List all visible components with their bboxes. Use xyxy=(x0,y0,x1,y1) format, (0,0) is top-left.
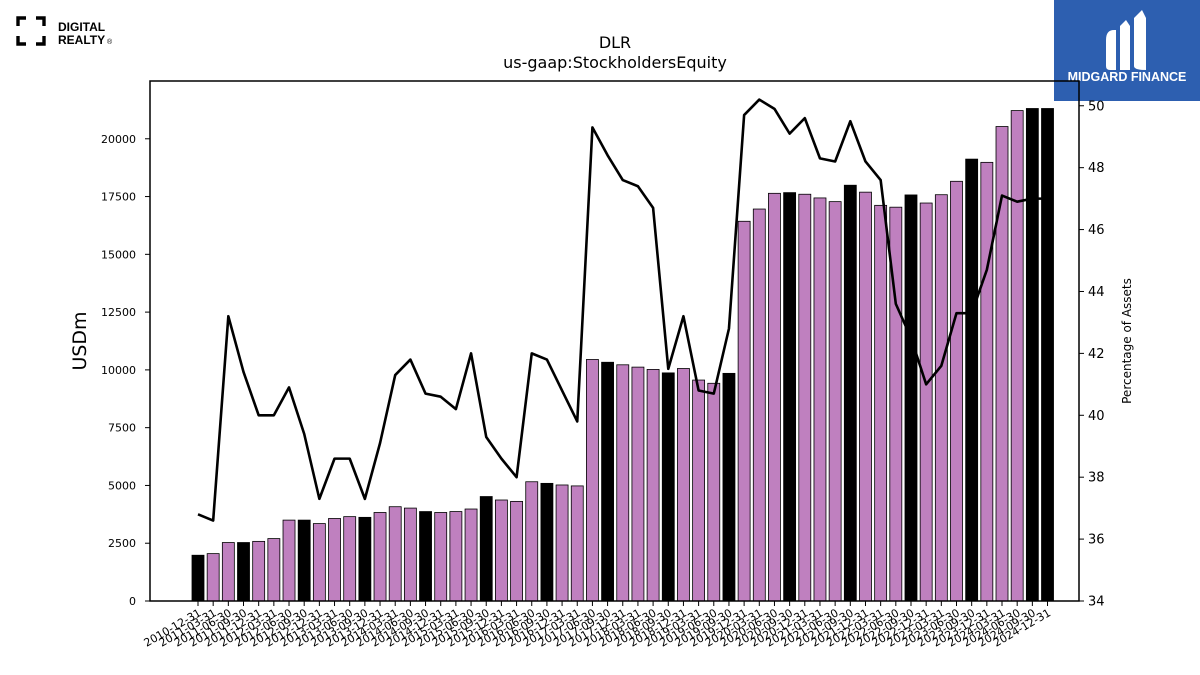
bar-2017-09-30 xyxy=(601,361,614,602)
brand-left-line1: DIGITAL xyxy=(58,20,105,34)
percentage-of-assets-line xyxy=(197,98,1048,522)
y2-tick-label: 44 xyxy=(1088,285,1105,300)
x-axis-ticks: 2010-12-312011-03-312011-06-302011-09-30… xyxy=(142,601,1053,650)
bar-2011-12-31 xyxy=(252,540,266,602)
brand-left-line2: REALTY xyxy=(58,33,105,47)
bar-2020-12-31 xyxy=(798,193,812,602)
bar-2019-06-30 xyxy=(707,382,721,602)
midgard-mark-icon xyxy=(1106,10,1146,70)
bar-2011-09-30 xyxy=(237,542,250,602)
bar-2019-12-31 xyxy=(737,220,751,602)
bar-2013-06-30 xyxy=(343,516,357,602)
bar-2014-06-30 xyxy=(403,507,417,602)
y2-tick-label: 36 xyxy=(1088,533,1105,548)
brand-left-trademark: ® xyxy=(107,38,113,46)
y-tick-label: 20000 xyxy=(101,133,136,146)
y2-tick-label: 42 xyxy=(1088,347,1105,362)
bar-2022-03-31 xyxy=(874,204,888,602)
y2-tick-label: 38 xyxy=(1088,471,1105,486)
bar-2017-03-31 xyxy=(570,485,584,602)
y2-tick-label: 40 xyxy=(1088,409,1105,424)
bar-2018-06-30 xyxy=(646,369,660,602)
y-tick-label: 0 xyxy=(129,595,136,608)
y2-tick-label: 34 xyxy=(1088,595,1105,610)
bar-2023-12-31 xyxy=(980,161,994,602)
y2-tick-label: 46 xyxy=(1088,223,1105,238)
digital-realty-mark-icon xyxy=(16,16,46,46)
bar-2018-03-31 xyxy=(631,366,645,602)
bar-2019-09-30 xyxy=(722,372,736,602)
bar-2015-09-30 xyxy=(479,496,493,602)
bar-2014-09-30 xyxy=(419,511,432,602)
bar-2023-06-30 xyxy=(950,180,963,602)
bar-2015-12-31 xyxy=(494,499,508,602)
bar-2012-09-30 xyxy=(297,519,311,602)
bar-2016-06-30 xyxy=(525,481,539,602)
bar-2010-12-31 xyxy=(191,554,205,602)
bar-2018-12-31 xyxy=(677,368,690,602)
bar-2015-06-30 xyxy=(464,508,478,602)
bar-2021-03-31 xyxy=(813,197,827,602)
y-axis-label: USDm xyxy=(69,311,91,370)
bar-2013-12-31 xyxy=(373,512,387,602)
bar-2011-03-31 xyxy=(206,553,220,602)
bar-series xyxy=(191,108,1054,602)
bar-2012-06-30 xyxy=(282,519,296,602)
bar-2021-09-30 xyxy=(843,184,857,602)
chart-title: DLR xyxy=(599,33,631,52)
bar-2017-12-31 xyxy=(616,364,630,602)
bar-2014-03-31 xyxy=(388,506,402,602)
line-series xyxy=(197,98,1048,522)
y-tick-label: 12500 xyxy=(101,306,136,319)
bar-2013-09-30 xyxy=(358,516,372,602)
bar-2023-09-30 xyxy=(965,158,979,602)
bar-2024-06-30 xyxy=(1010,110,1024,602)
bar-2020-03-31 xyxy=(752,208,766,602)
y-axis-ticks: 0 2500 5000 7500 10000 12500 15000 17500 20000 xyxy=(101,133,150,608)
y2-axis-label: Percentage of Assets xyxy=(1120,278,1134,404)
y2-axis-ticks: 34 36 38 40 42 44 46 48 50 xyxy=(1079,99,1105,610)
y-tick-label: 17500 xyxy=(101,191,136,204)
bar-2021-12-31 xyxy=(859,191,872,602)
y-tick-label: 5000 xyxy=(108,479,136,492)
bar-2016-03-31 xyxy=(510,500,523,602)
bar-2022-09-30 xyxy=(904,194,918,602)
bar-2012-12-31 xyxy=(312,523,326,602)
bar-2019-03-31 xyxy=(692,379,706,602)
bar-2018-09-30 xyxy=(661,372,675,602)
brand-right-name: MIDGARD FINANCE xyxy=(1068,70,1187,84)
bar-2014-12-31 xyxy=(434,512,448,602)
chart-subtitle: us-gaap:StockholdersEquity xyxy=(503,53,727,72)
y-tick-label: 2500 xyxy=(108,537,136,550)
y-tick-label: 15000 xyxy=(101,248,136,261)
bar-2016-12-31 xyxy=(555,484,569,602)
bar-2020-09-30 xyxy=(783,192,797,602)
bar-2021-06-30 xyxy=(828,201,842,602)
bar-2013-03-31 xyxy=(328,518,341,602)
y2-tick-label: 50 xyxy=(1088,99,1105,114)
bar-2020-06-30 xyxy=(768,192,781,602)
y-tick-label: 10000 xyxy=(101,364,136,377)
bar-2017-06-30 xyxy=(586,359,599,602)
plot-frame xyxy=(149,80,1080,602)
bar-2023-03-31 xyxy=(934,194,948,602)
bar-2012-03-31 xyxy=(267,538,281,602)
bar-2024-12-31 xyxy=(1041,108,1054,602)
bar-2015-03-31 xyxy=(449,511,463,602)
bar-2011-06-30 xyxy=(221,542,235,602)
y-tick-label: 7500 xyxy=(108,422,136,435)
bar-2022-12-31 xyxy=(919,202,933,602)
digital-realty-logo: DIGITAL REALTY ® xyxy=(16,16,113,47)
bar-2016-09-30 xyxy=(540,482,554,602)
y2-tick-label: 48 xyxy=(1088,161,1105,176)
bar-2024-09-30 xyxy=(1025,108,1039,602)
